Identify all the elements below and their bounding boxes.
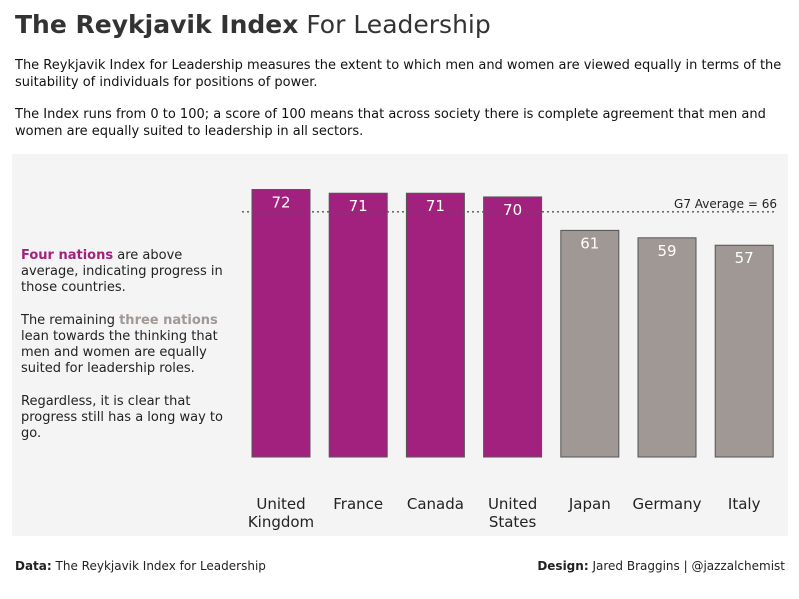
description-paragraph-1: The Reykjavik Index for Leadership measu… <box>15 58 782 90</box>
category-label-1-0: France <box>333 495 383 513</box>
value-label-3: 70 <box>503 201 522 219</box>
chart-title-light: For Leadership <box>306 10 491 39</box>
footer-design-value: Jared Braggins | @jazzalchemist <box>592 559 785 573</box>
category-label-0-1: Kingdom <box>248 513 314 531</box>
footer-design-label: Design: <box>537 559 589 573</box>
footer-data-source: Data: The Reykjavik Index for Leadership <box>15 559 266 573</box>
annotation-paragraph-2: The remaining three nations lean towards… <box>21 313 236 377</box>
annotation-text-2a: The remaining <box>21 313 120 328</box>
value-label-4: 61 <box>580 234 599 252</box>
value-label-1: 71 <box>349 197 368 215</box>
bar-0 <box>251 189 311 458</box>
bar-6 <box>714 244 774 458</box>
description-paragraph-2: The Index runs from 0 to 100; a score of… <box>15 107 766 139</box>
annotation-highlight-above: Four nations <box>21 248 114 263</box>
value-label-6: 57 <box>735 249 754 267</box>
bar-5 <box>637 237 697 458</box>
value-label-0: 72 <box>271 194 290 212</box>
annotation-text-2b: lean towards the thinking that men and w… <box>21 329 218 376</box>
footer-design-credit: Design: Jared Braggins | @jazzalchemist <box>537 559 785 573</box>
footer-data-value: The Reykjavik Index for Leadership <box>55 559 266 573</box>
chart-title-bold: The Reykjavik Index <box>15 10 299 39</box>
category-label-3-0: United <box>488 495 537 513</box>
annotation-highlight-below: three nations <box>119 313 218 328</box>
annotation-paragraph-3: Regardless, it is clear that progress st… <box>21 394 223 441</box>
footer-data-label: Data: <box>15 559 52 573</box>
annotation-paragraph-1: Four nations are above average, indicati… <box>21 248 236 296</box>
category-label-3-1: States <box>489 513 537 531</box>
annotation-text-1: are above average, indicating progress i… <box>21 248 223 295</box>
category-label-4-0: Japan <box>568 495 611 513</box>
category-label-2-0: Canada <box>407 495 464 513</box>
value-label-2: 71 <box>426 197 445 215</box>
bar-4 <box>560 229 620 458</box>
bar-1 <box>328 192 388 458</box>
category-label-6-0: Italy <box>728 495 761 513</box>
chart-title: The Reykjavik Index For Leadership <box>15 10 491 39</box>
value-label-5: 59 <box>657 242 676 260</box>
category-label-5-0: Germany <box>633 495 702 513</box>
bar-3 <box>483 196 543 458</box>
category-label-0-0: United <box>256 495 305 513</box>
average-line-label: G7 Average = 66 <box>674 197 777 211</box>
bar-2 <box>405 192 465 458</box>
